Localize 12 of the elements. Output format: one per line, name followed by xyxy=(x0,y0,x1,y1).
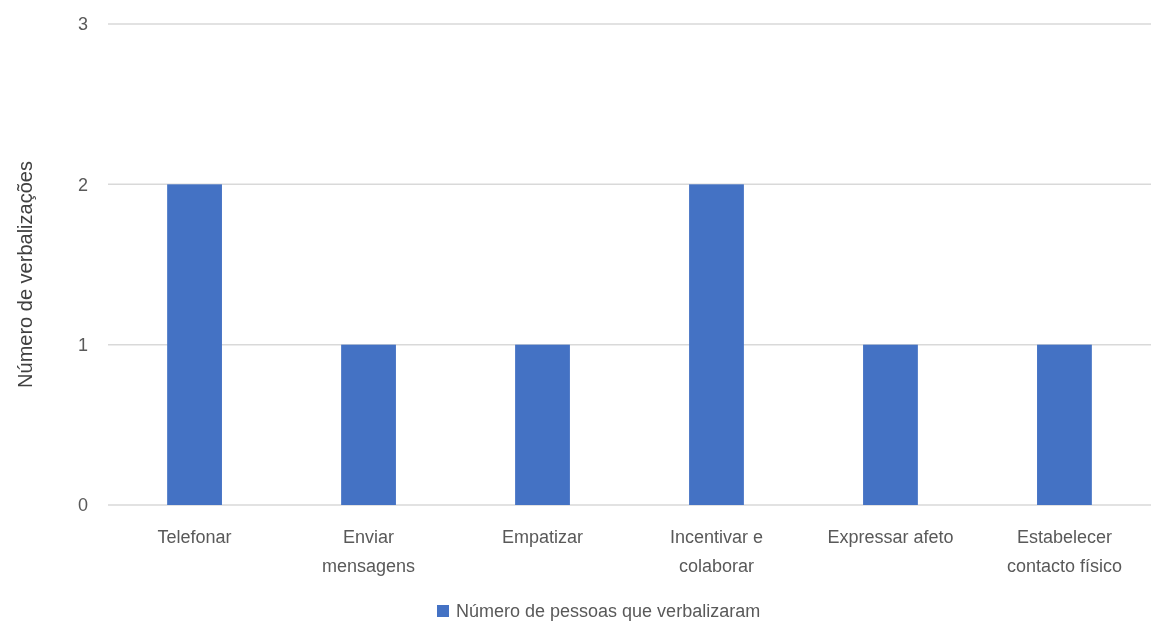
x-tick-label: Enviar mensagens xyxy=(322,527,416,576)
x-tick-label: Incentivar e colaborar xyxy=(669,527,764,576)
x-tick-label: Expressar afeto xyxy=(827,527,954,547)
y-tick-label: 0 xyxy=(77,495,88,516)
y-axis-title: Número de verbalizações xyxy=(14,161,36,388)
y-tick-label: 2 xyxy=(77,174,88,195)
y-tick-label: 3 xyxy=(77,14,88,35)
legend-label: Número de pessoas que verbalizaram xyxy=(456,601,761,621)
x-tick-label: Telefonar xyxy=(157,527,232,547)
y-tick-label: 1 xyxy=(77,334,88,355)
x-tick-label: Empatizar xyxy=(502,527,584,547)
x-tick-label: Estabelecer contacto físico xyxy=(1006,527,1122,576)
